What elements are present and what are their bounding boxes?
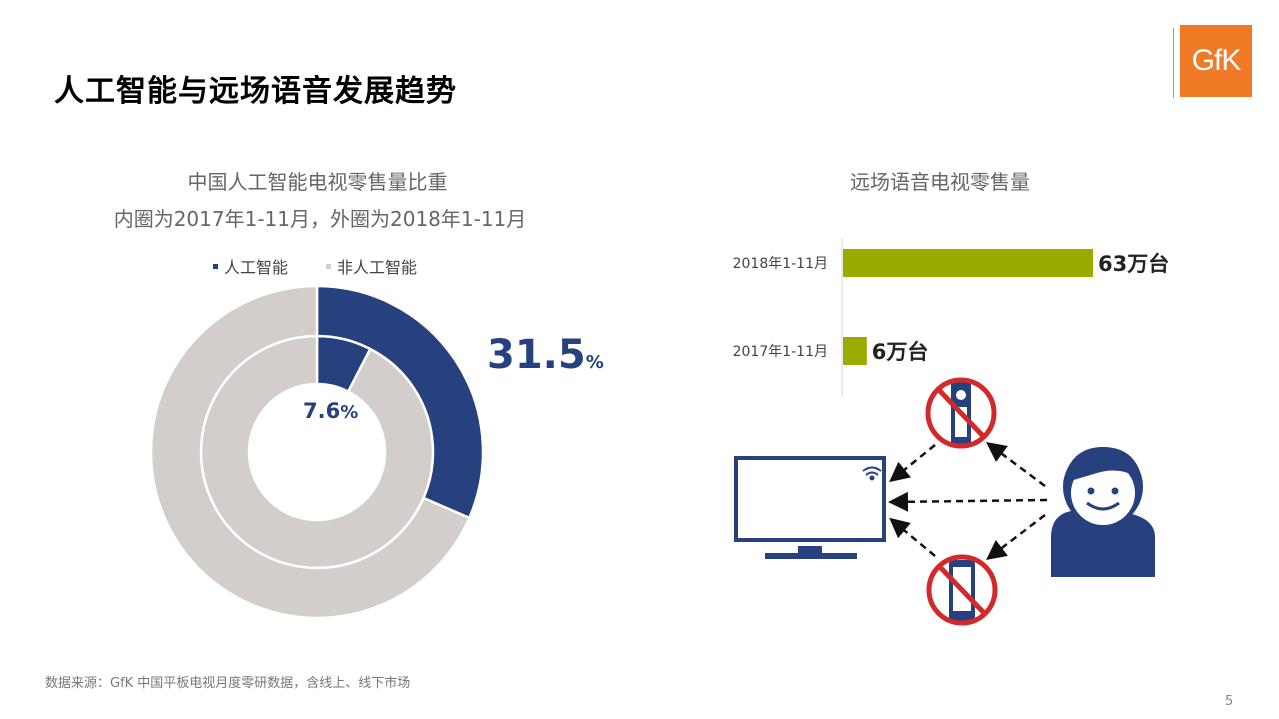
outer-ring-slice-ai [315,284,485,520]
wifi-icon [862,466,882,481]
smartphone-icon [926,554,998,626]
page-number: 5 [1225,694,1234,709]
legend-item-ai: 人工智能 [213,254,288,278]
legend-item-non-ai: 非人工智能 [326,254,417,278]
voice-control-illustration [734,377,1155,626]
outer-ring-label: 31.5% [487,332,604,378]
page-title: 人工智能与远场语音发展趋势 [54,74,457,109]
bar-value-label: 63万台 [1098,252,1169,276]
donut-chart-title: 中国人工智能电视零售量比重 [187,170,448,194]
far-field-voice-bar-chart: 2018年1-11月 63万台 2017年1-11月 6万台 [733,238,1169,396]
inner-ring-value: 7.6 [303,399,341,423]
outer-ring-unit: % [585,352,604,373]
bar-category-label: 2017年1-11月 [733,344,828,360]
legend-swatch-non-ai [326,263,332,269]
bar [843,337,867,365]
donut-legend: 人工智能 非人工智能 [213,254,417,278]
gfk-logo: GfK [1180,25,1252,97]
voice-arrows [888,442,1048,561]
nested-donut-chart [149,284,485,620]
legend-label-ai: 人工智能 [224,258,289,277]
legend-label-non-ai: 非人工智能 [337,258,418,277]
inner-ring-unit: % [340,402,359,423]
bar-value-label: 6万台 [872,340,929,364]
inner-ring-label: 7.6% [303,399,358,423]
logo-divider [1173,28,1174,98]
outer-ring-slice-non-ai [149,284,471,620]
bar-chart-title: 远场语音电视零售量 [850,170,1030,194]
person-icon [1051,447,1155,577]
bar-category-label: 2018年1-11月 [733,256,828,272]
remote-control-icon [925,377,997,449]
tv-icon [734,456,886,559]
bar [843,249,1093,277]
donut-chart-subtitle: 内圈为2017年1-11月，外圈为2018年1-11月 [113,207,527,231]
outer-ring-value: 31.5 [487,332,586,378]
data-source-note: 数据来源：GfK 中国平板电视月度零研数据，含线上、线下市场 [45,676,411,691]
legend-swatch-ai [213,263,218,269]
